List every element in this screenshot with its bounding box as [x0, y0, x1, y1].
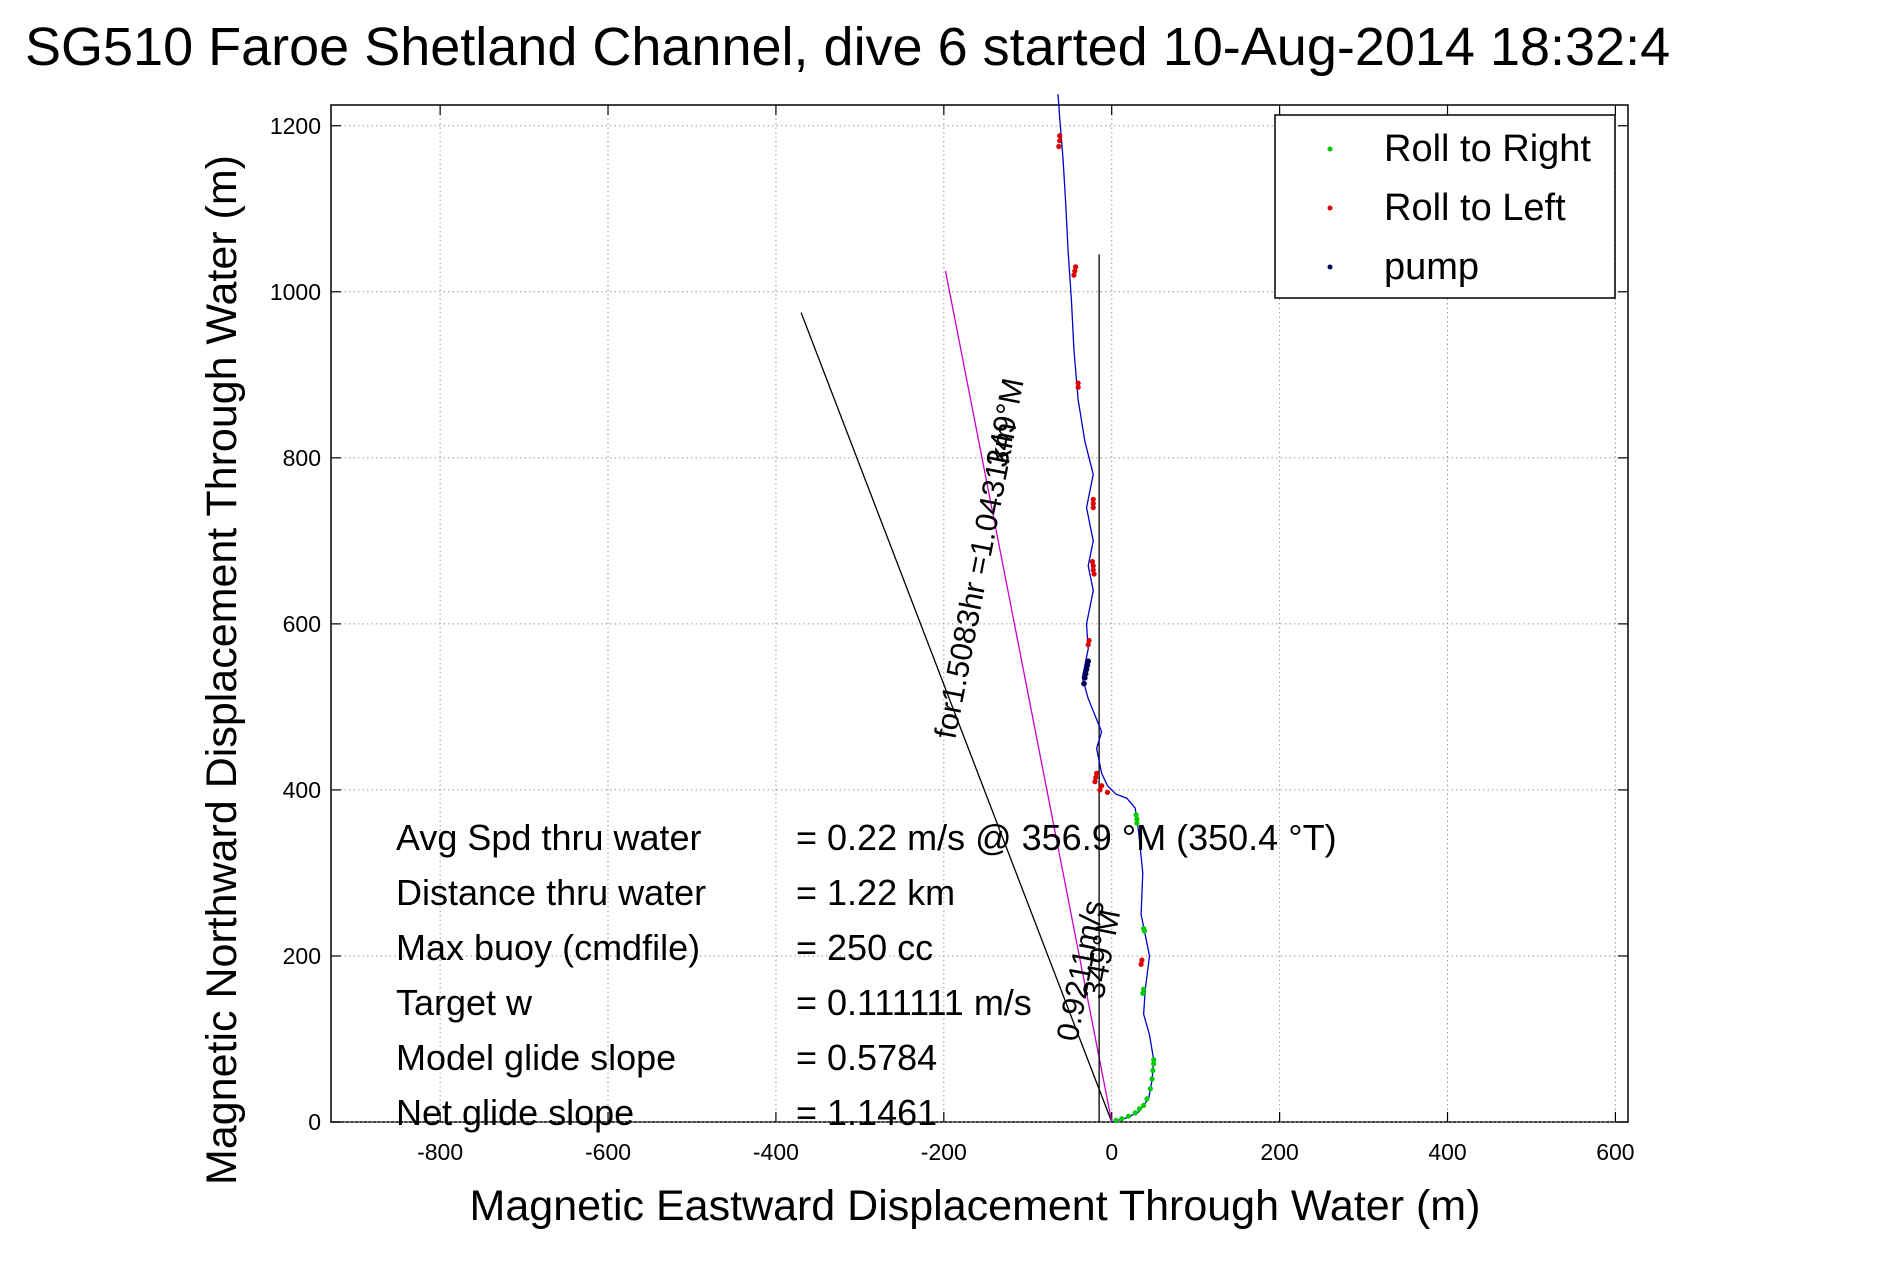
x-tick-label: -200 — [921, 1139, 967, 1165]
roll-left-point — [1057, 133, 1063, 139]
roll-left-point — [1090, 496, 1096, 502]
roll-right-point — [1140, 990, 1146, 996]
stat-label: Avg Spd thru water — [396, 817, 702, 858]
stat-value: = 1.1461 — [796, 1092, 937, 1133]
roll-left-point — [1090, 505, 1096, 511]
roll-right-point — [1149, 1076, 1155, 1082]
reference-lines — [800, 254, 1113, 1123]
roll-left-point — [1056, 143, 1062, 150]
grid — [331, 105, 1628, 1123]
stat-value: = 1.22 km — [796, 872, 955, 913]
roll-right-point — [1151, 1061, 1157, 1067]
roll-right-point — [1134, 820, 1140, 826]
x-tick-label: 200 — [1260, 1139, 1298, 1165]
axis-ticks: -800 -600 -400 -200 0 200 400 600 0 200 400 600 800 1… — [270, 105, 1635, 1165]
roll-left-point — [1057, 138, 1063, 144]
roll-left-point — [1086, 637, 1092, 644]
roll-left-point — [1090, 500, 1096, 507]
y-tick-label: 200 — [283, 943, 321, 969]
roll-left-point — [1089, 559, 1096, 565]
stat-label: Net glide slope — [396, 1092, 634, 1133]
roll-right-point — [1141, 986, 1147, 992]
y-tick-label: 1200 — [270, 113, 321, 139]
roll-right-point — [1136, 1106, 1143, 1112]
pump-point — [1082, 675, 1088, 681]
pump-point — [1083, 666, 1090, 673]
stat-value: = 0.111111 m/s — [796, 982, 1032, 1023]
roll-left-point — [1099, 783, 1105, 789]
roll-left-point — [1090, 567, 1096, 573]
roll-left-point — [1073, 264, 1079, 270]
x-tick-label: 0 — [1105, 1139, 1118, 1165]
y-tick-label: 800 — [283, 445, 321, 471]
stat-label: Target w — [396, 982, 533, 1023]
roll-right-point — [1141, 1102, 1147, 1108]
roll-left-point — [1091, 571, 1097, 577]
x-tick-label: -800 — [417, 1139, 463, 1165]
roll-right-point — [1144, 1096, 1150, 1102]
roll-left-point — [1090, 563, 1096, 569]
legend-marker — [1327, 205, 1333, 211]
y-tick-label: 1000 — [270, 279, 321, 305]
roll-left-point — [1072, 268, 1078, 274]
x-tick-label: 400 — [1428, 1139, 1466, 1165]
stat-value: = 0.22 m/s @ 356.9 °M (350.4 °T) — [796, 817, 1337, 858]
stat-label: Distance thru water — [396, 872, 706, 913]
pump-point — [1081, 680, 1087, 687]
stat-value: = 250 cc — [796, 927, 933, 968]
y-tick-label: 600 — [283, 611, 321, 637]
roll-left-point — [1085, 642, 1091, 648]
y-tick-label: 400 — [283, 777, 321, 803]
y-axis-label: Magnetic Northward Displacement Through … — [198, 155, 246, 1185]
roll-left-point — [1092, 779, 1098, 785]
track-line — [1057, 94, 1155, 1123]
glider-track — [1057, 94, 1155, 1123]
roll-right-point — [1133, 812, 1139, 818]
roll-right-point — [1150, 1067, 1156, 1074]
roll-markers — [1056, 133, 1157, 1123]
reference-line — [800, 312, 1113, 1123]
stats-block: Avg Spd thru water = 0.22 m/s @ 356.9 °M … — [396, 817, 1337, 1133]
reference-line — [944, 270, 1113, 1123]
roll-left-point — [1093, 774, 1099, 781]
roll-right-point — [1119, 1116, 1125, 1122]
roll-left-point — [1071, 272, 1077, 278]
x-tick-label: 600 — [1596, 1139, 1634, 1165]
chart-title: SG510 Faroe Shetland Channel, dive 6 sta… — [25, 17, 1670, 77]
roll-left-point — [1097, 787, 1103, 793]
legend: Roll to Right Roll to Left pump — [1274, 114, 1616, 299]
legend-label: Roll to Left — [1384, 187, 1566, 229]
roll-left-point — [1094, 770, 1100, 776]
roll-right-point — [1151, 1057, 1157, 1063]
roll-right-point — [1125, 1113, 1132, 1119]
y-tick-label: 0 — [308, 1109, 321, 1135]
roll-right-point — [1134, 816, 1140, 822]
roll-left-point — [1075, 380, 1081, 386]
pump-point — [1084, 662, 1091, 669]
roll-left-point — [1075, 384, 1081, 390]
roll-right-point — [1141, 925, 1147, 932]
legend-label: Roll to Right — [1384, 128, 1591, 170]
roll-right-point — [1132, 1110, 1138, 1116]
roll-right-point — [1113, 1117, 1119, 1123]
legend-marker — [1327, 146, 1333, 152]
pump-point — [1082, 670, 1089, 677]
stat-value: = 0.5784 — [796, 1037, 937, 1078]
legend-marker — [1327, 264, 1333, 270]
pump-point — [1085, 658, 1092, 665]
stat-label: Model glide slope — [396, 1037, 676, 1078]
roll-right-point — [1147, 1086, 1153, 1092]
x-axis-label: Magnetic Eastward Displacement Through W… — [470, 1182, 1481, 1230]
x-tick-label: -400 — [753, 1139, 799, 1165]
roll-left-point — [1139, 957, 1145, 963]
roll-left-point — [1104, 789, 1111, 796]
x-tick-label: -600 — [585, 1139, 631, 1165]
roll-left-point — [1138, 961, 1144, 967]
stat-label: Max buoy (cmdfile) — [396, 927, 700, 968]
legend-label: pump — [1384, 246, 1479, 288]
